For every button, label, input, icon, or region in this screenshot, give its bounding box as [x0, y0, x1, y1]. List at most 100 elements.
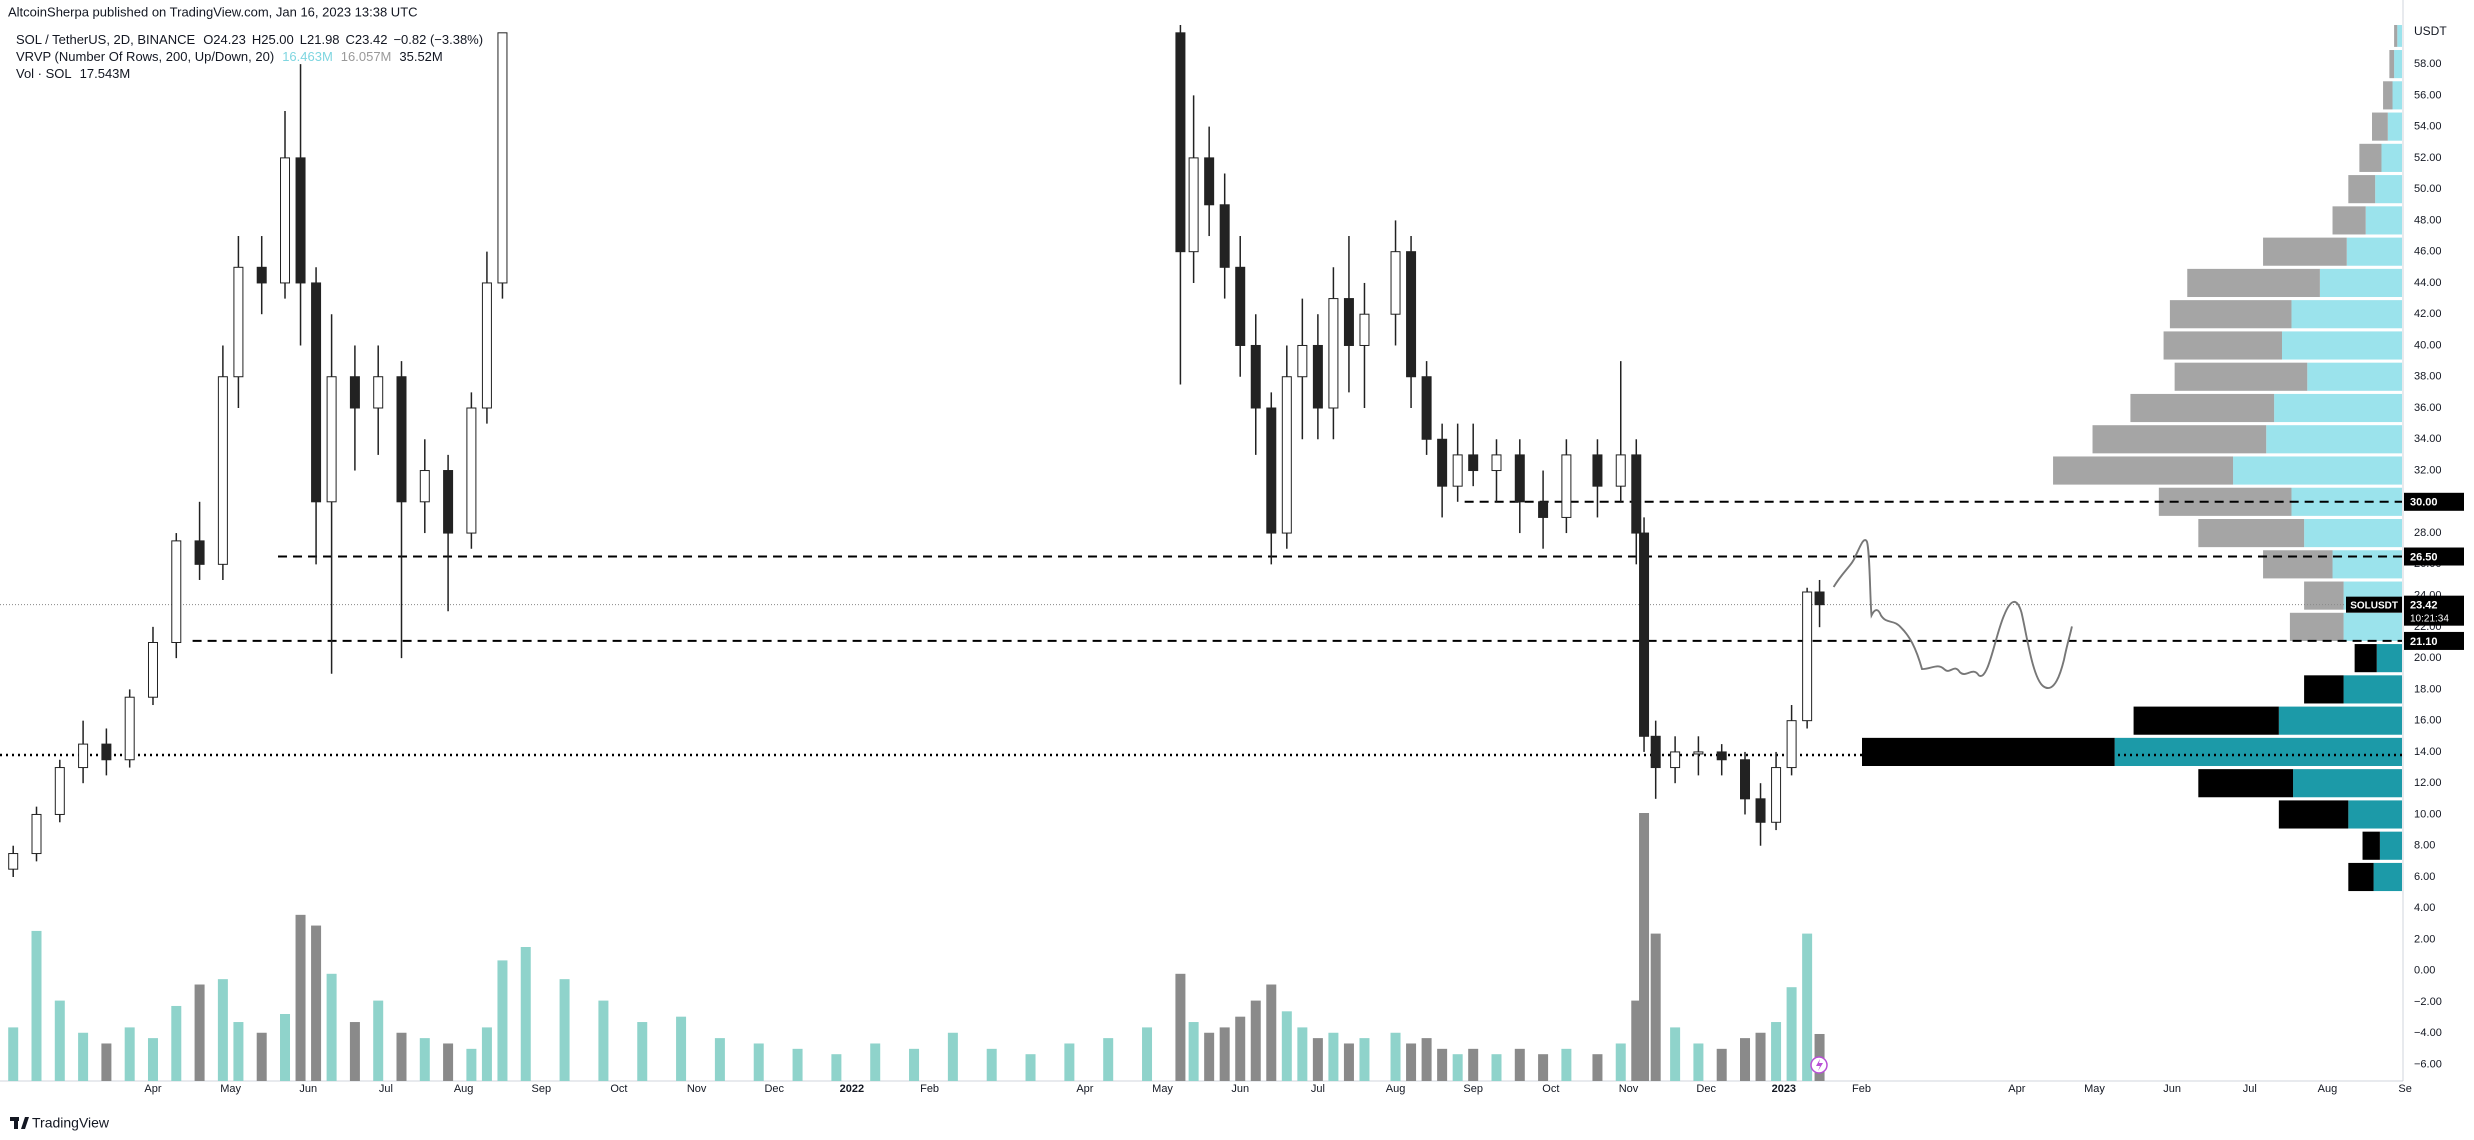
last-price-badge: [2404, 595, 2464, 626]
volume-bar: [295, 914, 306, 1081]
y-tick-label: 2.00: [2414, 933, 2435, 945]
replay-icon: [1810, 1056, 1828, 1074]
candle-body: [373, 376, 384, 409]
volume-bar: [1755, 1032, 1766, 1081]
volume-bar: [792, 1048, 803, 1081]
profile-down: [2174, 362, 2308, 391]
candle-body: [78, 743, 89, 769]
candle-body: [1266, 407, 1277, 534]
volume-bar: [171, 1005, 182, 1081]
publish-line: AltcoinSherpa published on TradingView.c…: [8, 4, 418, 19]
profile-up: [2346, 237, 2402, 266]
footer-logo: TradingView: [10, 1115, 110, 1131]
profile-down: [2092, 425, 2267, 454]
candle-body: [124, 696, 135, 761]
y-tick-label: 12.00: [2414, 777, 2442, 789]
volume-bar: [31, 930, 42, 1081]
volume-bar: [1281, 1011, 1292, 1081]
candle-body: [1650, 735, 1661, 769]
candle-body: [497, 32, 508, 284]
volume-bar: [1312, 1038, 1323, 1081]
x-tick-label: May: [2084, 1083, 2105, 1095]
y-tick-label: 36.00: [2414, 402, 2442, 414]
profile-up: [2114, 737, 2402, 766]
projection-drawing: [1832, 539, 2073, 689]
volume-bar: [1235, 1016, 1246, 1081]
volume-bar: [1025, 1054, 1036, 1081]
profile-down: [2362, 831, 2380, 860]
volume-bar: [1491, 1054, 1502, 1081]
profile-down: [2158, 487, 2292, 516]
candle-body: [1421, 376, 1432, 440]
volume-bar: [1250, 1000, 1261, 1081]
volume-bar: [1297, 1027, 1308, 1081]
y-tick-label: 16.00: [2414, 715, 2442, 727]
volume-bar: [1142, 1027, 1153, 1081]
candle-body: [1670, 751, 1681, 769]
volume-bar: [1639, 813, 1650, 1081]
candle-body: [1452, 454, 1463, 487]
profile-up: [2304, 518, 2402, 548]
volume-bar: [256, 1032, 267, 1081]
vrvp-total: 35.52M: [399, 49, 442, 64]
volume-bar: [1514, 1048, 1525, 1081]
volume-bar: [1561, 1048, 1572, 1081]
level-label: 30.00: [2410, 497, 2438, 509]
vrvp-up: 16.463M: [282, 49, 333, 64]
level-badge: [2404, 547, 2464, 566]
x-tick-label: Apr: [2008, 1083, 2025, 1095]
volume-bar: [419, 1038, 430, 1081]
profile-down: [2372, 112, 2388, 141]
volume-bar: [1740, 1038, 1751, 1081]
profile-down: [2304, 581, 2344, 610]
volume-bar: [311, 925, 322, 1081]
candle-body: [1514, 454, 1525, 503]
symbol: SOL / TetherUS, 2D, BINANCE: [16, 32, 196, 47]
footer-text: TradingView: [32, 1115, 110, 1131]
volume-bar: [1452, 1054, 1463, 1081]
profile-up: [2307, 362, 2402, 391]
x-tick-label: Feb: [920, 1083, 939, 1095]
volume-legend: Vol · SOL 17.543M: [16, 66, 130, 81]
candle-body: [1716, 751, 1727, 761]
logo-slash: [21, 1117, 29, 1129]
y-tick-label: 32.00: [2414, 464, 2442, 476]
x-tick-label: Jun: [1231, 1083, 1249, 1095]
profile-up: [2282, 331, 2402, 360]
y-tick-label: 40.00: [2414, 339, 2442, 351]
candle-body: [1250, 344, 1261, 409]
y-tick-label: 46.00: [2414, 246, 2442, 258]
symbol-legend: SOL / TetherUS, 2D, BINANCE O24.23 H25.00 L…: [16, 32, 483, 47]
y-tick-label: 42.00: [2414, 308, 2442, 320]
x-tick-label: Apr: [1076, 1083, 1093, 1095]
profile-down: [2289, 612, 2344, 641]
profile-up: [2392, 81, 2402, 110]
candle-body: [1592, 454, 1603, 487]
volume-bar: [54, 1000, 65, 1081]
volume-bar: [714, 1038, 725, 1081]
y-tick-label: −6.00: [2414, 1058, 2442, 1070]
x-tick-label: Aug: [1386, 1083, 1406, 1095]
candle-body: [101, 743, 112, 761]
volume-bar: [233, 1022, 244, 1081]
profile-up: [2343, 612, 2402, 641]
symbol-badge: [2346, 596, 2402, 613]
x-tick-label: Sep: [1463, 1083, 1483, 1095]
low: L21.98: [300, 32, 340, 47]
candle-body: [1631, 454, 1642, 534]
logo-stem: [14, 1117, 18, 1129]
candle-body: [194, 540, 205, 565]
volume-bar: [559, 979, 570, 1081]
volume-bar: [326, 973, 337, 1081]
profile-up: [2376, 644, 2402, 673]
plot-area: [0, 25, 2402, 1081]
x-tick-label: Apr: [144, 1083, 161, 1095]
volume-bar: [8, 1027, 19, 1081]
icon-bolt: [1816, 1059, 1823, 1071]
volume-bar: [1328, 1032, 1339, 1081]
profile-up: [2266, 425, 2402, 454]
y-tick-label: 0.00: [2414, 965, 2435, 977]
volume-bar: [676, 1016, 687, 1081]
profile-up: [2365, 206, 2402, 235]
